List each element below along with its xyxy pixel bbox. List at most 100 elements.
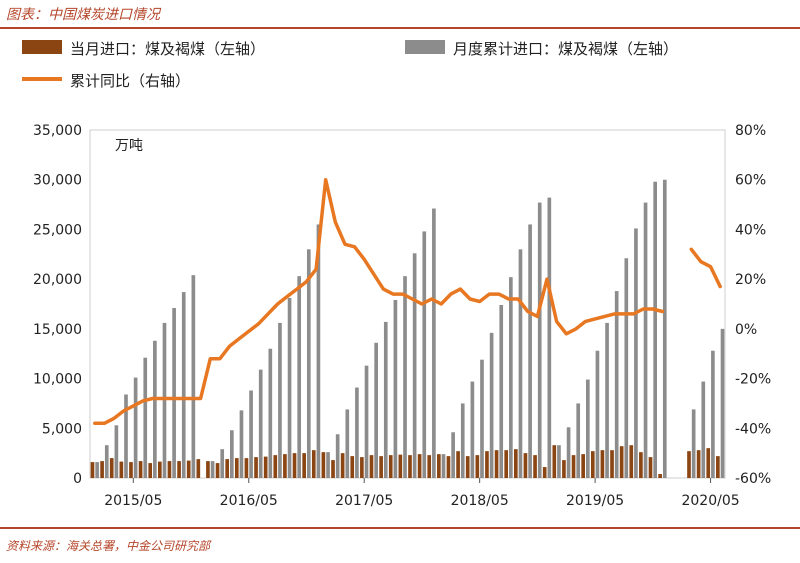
cumulative-import-bar <box>335 434 340 478</box>
monthly-import-bar <box>138 461 143 478</box>
monthly-import-bar <box>475 455 480 478</box>
monthly-import-bar <box>398 454 403 478</box>
monthly-import-bar <box>687 451 691 478</box>
monthly-import-bar <box>706 448 711 478</box>
cumulative-import-bar <box>547 197 552 478</box>
cumulative-import-bar <box>172 307 176 478</box>
monthly-import-bar <box>658 474 662 478</box>
monthly-import-bar <box>629 445 634 478</box>
monthly-import-bars <box>90 445 720 478</box>
cumulative-import-bar <box>181 292 186 478</box>
left-tick-label: 10,000 <box>33 372 82 388</box>
right-tick-label: 60% <box>735 173 766 189</box>
cumulative-import-bar <box>355 387 359 478</box>
monthly-import-bar <box>340 453 345 478</box>
cumulative-import-bar <box>191 275 196 478</box>
monthly-import-bar <box>600 450 605 478</box>
monthly-import-bar <box>234 458 239 478</box>
monthly-import-bar <box>465 456 470 478</box>
cumulative-import-bar <box>634 228 638 478</box>
right-tick-label: 80% <box>735 123 766 139</box>
monthly-import-bar <box>542 467 547 478</box>
monthly-import-bar <box>273 455 278 478</box>
yoy-series-line <box>93 177 665 426</box>
cumulative-import-bar <box>557 445 561 478</box>
cumulative-import-bar <box>422 231 427 478</box>
coal-import-chart: 当月进口：煤及褐煤（左轴） 月度累计进口：煤及褐煤（左轴） 累计同比（右轴） 万吨 0… <box>22 40 771 509</box>
monthly-import-bar <box>283 454 287 478</box>
monthly-import-bar <box>225 459 230 478</box>
cumulative-import-bar <box>124 394 128 478</box>
chart-axes: 万吨 0 5,000 10,000 15,000 20,000 25,000 30,000 35… <box>33 123 771 509</box>
bottom-rule <box>0 527 800 529</box>
cumulative-import-bar <box>393 300 398 478</box>
cumulative-import-bar <box>624 258 629 478</box>
cumulative-import-bar <box>537 202 542 478</box>
monthly-import-bar <box>562 460 566 478</box>
legend-label-2: 月度累计进口：煤及褐煤（左轴） <box>453 40 678 58</box>
cumulative-import-bar <box>711 350 715 478</box>
monthly-import-bar <box>360 457 364 478</box>
cumulative-import-bar <box>104 445 109 478</box>
cumulative-import-bar <box>306 249 311 478</box>
cumulative-import-bar <box>287 298 292 478</box>
cumulative-import-bar <box>162 322 167 478</box>
monthly-import-bar <box>523 453 528 478</box>
monthly-import-bar <box>109 458 114 478</box>
cumulative-import-bar <box>230 430 234 478</box>
cumulative-import-bar <box>278 322 282 478</box>
cumulative-import-bar <box>432 208 436 478</box>
monthly-import-bar <box>716 456 720 478</box>
cumulative-import-bar <box>133 377 138 478</box>
monthly-import-bar <box>485 451 489 478</box>
monthly-import-bar <box>571 455 576 478</box>
cumulative-import-bars <box>95 179 725 478</box>
cumulative-import-bar <box>143 357 148 478</box>
monthly-import-bar <box>590 451 595 478</box>
chart-legend: 当月进口：煤及褐煤（左轴） 月度累计进口：煤及褐煤（左轴） 累计同比（右轴） <box>22 40 678 90</box>
left-tick-label: 0 <box>73 471 82 487</box>
legend-swatch-2 <box>405 40 445 54</box>
right-tick-label: 0% <box>735 322 757 338</box>
cumulative-import-bar <box>528 224 532 478</box>
plot-area <box>89 129 726 479</box>
cumulative-import-bar <box>326 452 330 478</box>
left-tick-label: 30,000 <box>33 173 82 189</box>
monthly-import-bar <box>148 463 153 478</box>
top-rule <box>0 27 800 29</box>
unit-label: 万吨 <box>115 138 143 154</box>
monthly-import-bar <box>639 452 643 478</box>
monthly-import-bar <box>379 456 383 478</box>
monthly-import-bar <box>331 460 335 478</box>
cumulative-import-bar <box>720 328 725 478</box>
cumulative-import-bar <box>499 304 504 478</box>
cumulative-import-bar <box>509 277 513 478</box>
monthly-import-bar <box>696 450 701 478</box>
right-tick-label: 40% <box>735 222 766 238</box>
cumulative-import-bar <box>268 348 273 478</box>
monthly-import-bar <box>456 451 460 478</box>
monthly-import-bar <box>427 455 432 478</box>
cumulative-import-bar <box>403 276 407 478</box>
cumulative-import-bar <box>470 381 475 478</box>
left-tick-label: 20,000 <box>33 272 82 288</box>
yoy-series-line <box>689 247 722 289</box>
cumulative-import-bar <box>701 381 706 478</box>
monthly-import-bar <box>533 455 537 478</box>
right-tick-label: -60% <box>735 471 771 487</box>
legend-label-1: 当月进口：煤及褐煤（左轴） <box>70 40 265 58</box>
monthly-import-bar <box>206 461 210 478</box>
cumulative-import-bar <box>297 276 302 478</box>
cumulative-import-bar <box>441 454 446 478</box>
monthly-import-bar <box>552 445 557 478</box>
cumulative-import-bar <box>614 291 619 478</box>
cumulative-import-bar <box>585 379 590 478</box>
source-note: 资料来源：海关总署，中金公司研究部 <box>6 539 211 553</box>
monthly-import-bar <box>90 462 95 478</box>
yoy-line-layer <box>93 177 722 426</box>
cumulative-import-bar <box>566 427 571 478</box>
cumulative-import-bar <box>412 253 417 478</box>
cumulative-import-bar <box>460 403 465 478</box>
left-tick-label: 25,000 <box>33 222 82 238</box>
legend-swatch-1 <box>22 40 62 54</box>
